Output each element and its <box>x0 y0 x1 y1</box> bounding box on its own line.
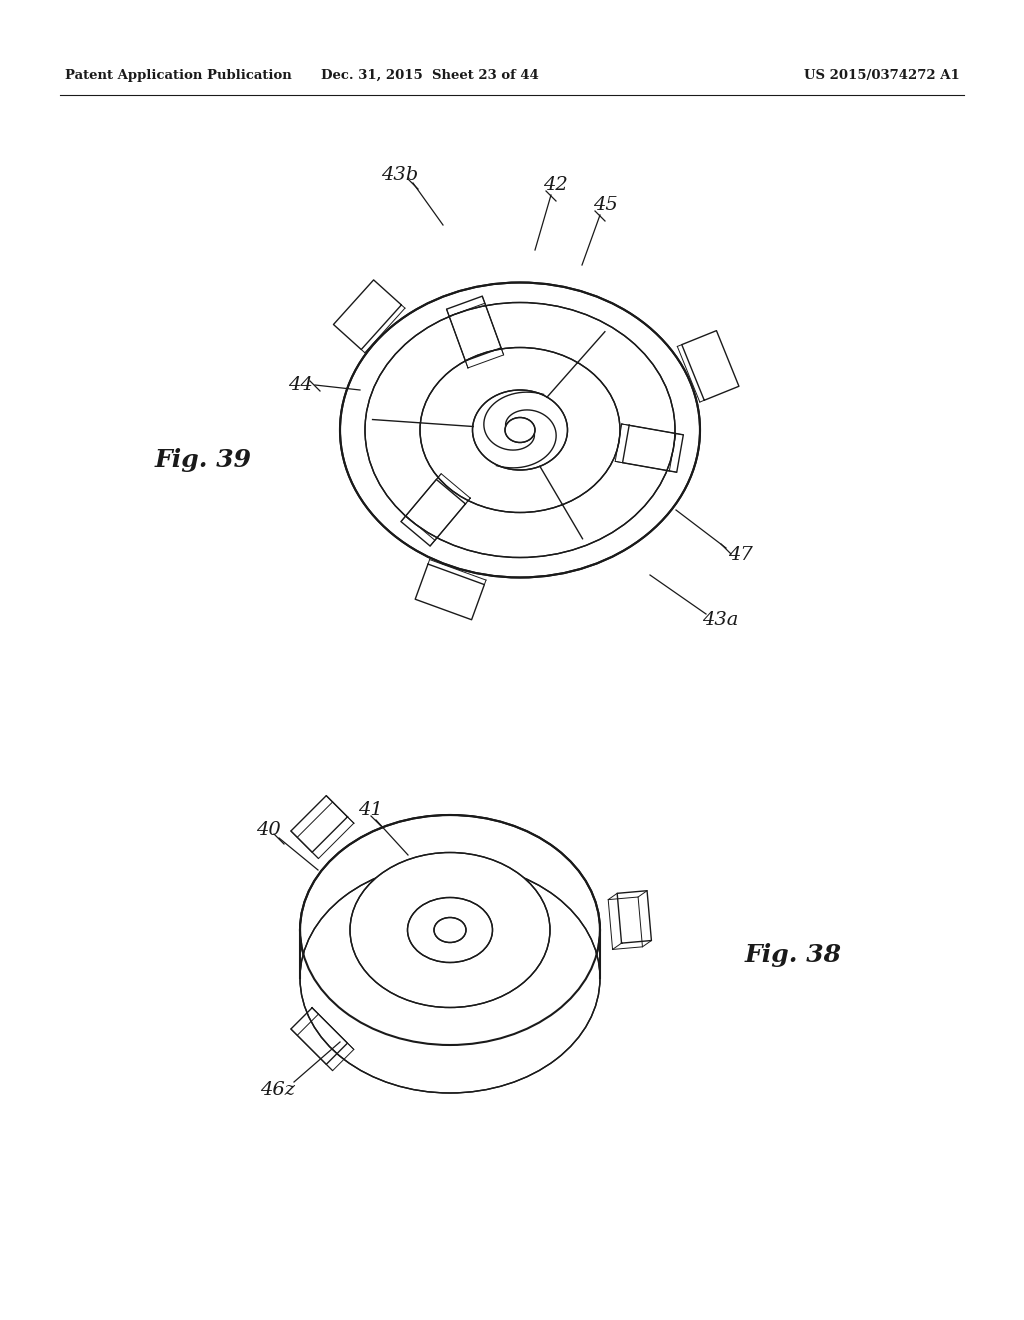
Ellipse shape <box>365 302 675 557</box>
Text: 47: 47 <box>728 546 753 564</box>
Text: 46z: 46z <box>260 1081 296 1100</box>
Text: 40: 40 <box>256 821 281 840</box>
Ellipse shape <box>434 917 466 942</box>
Text: Patent Application Publication: Patent Application Publication <box>65 69 292 82</box>
Text: 43a: 43a <box>701 611 738 630</box>
Ellipse shape <box>300 863 600 1093</box>
Text: Dec. 31, 2015  Sheet 23 of 44: Dec. 31, 2015 Sheet 23 of 44 <box>322 69 539 82</box>
Ellipse shape <box>505 417 535 442</box>
Ellipse shape <box>408 898 493 962</box>
Text: US 2015/0374272 A1: US 2015/0374272 A1 <box>804 69 961 82</box>
Text: 43b: 43b <box>381 166 419 183</box>
Ellipse shape <box>300 814 600 1045</box>
Text: 41: 41 <box>357 801 382 818</box>
Ellipse shape <box>420 347 620 512</box>
Text: Fig. 39: Fig. 39 <box>155 447 252 473</box>
Text: 44: 44 <box>288 376 312 393</box>
Text: 45: 45 <box>593 195 617 214</box>
Ellipse shape <box>350 853 550 1007</box>
Ellipse shape <box>340 282 700 578</box>
Ellipse shape <box>472 389 567 470</box>
Text: 42: 42 <box>543 176 567 194</box>
Text: Fig. 38: Fig. 38 <box>745 942 842 968</box>
